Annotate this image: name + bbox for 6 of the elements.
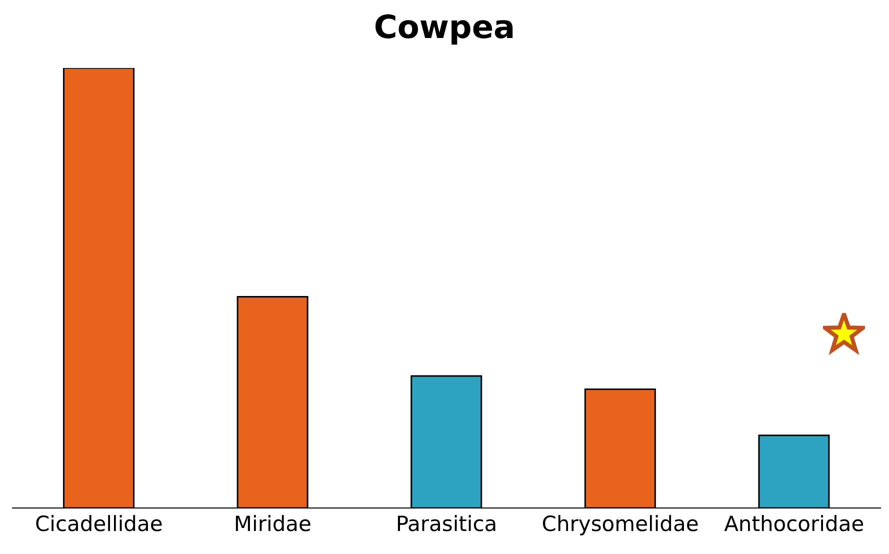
- x-tick-label: Miridae: [234, 512, 312, 536]
- x-tick-label: Cicadellidae: [35, 512, 163, 536]
- x-tick-label: Parasitica: [396, 512, 498, 536]
- chart-title: Cowpea: [372, 8, 516, 46]
- x-tick-label: Chrysomelidae: [542, 512, 699, 536]
- x-tick-label: Anthocoridae: [724, 512, 864, 536]
